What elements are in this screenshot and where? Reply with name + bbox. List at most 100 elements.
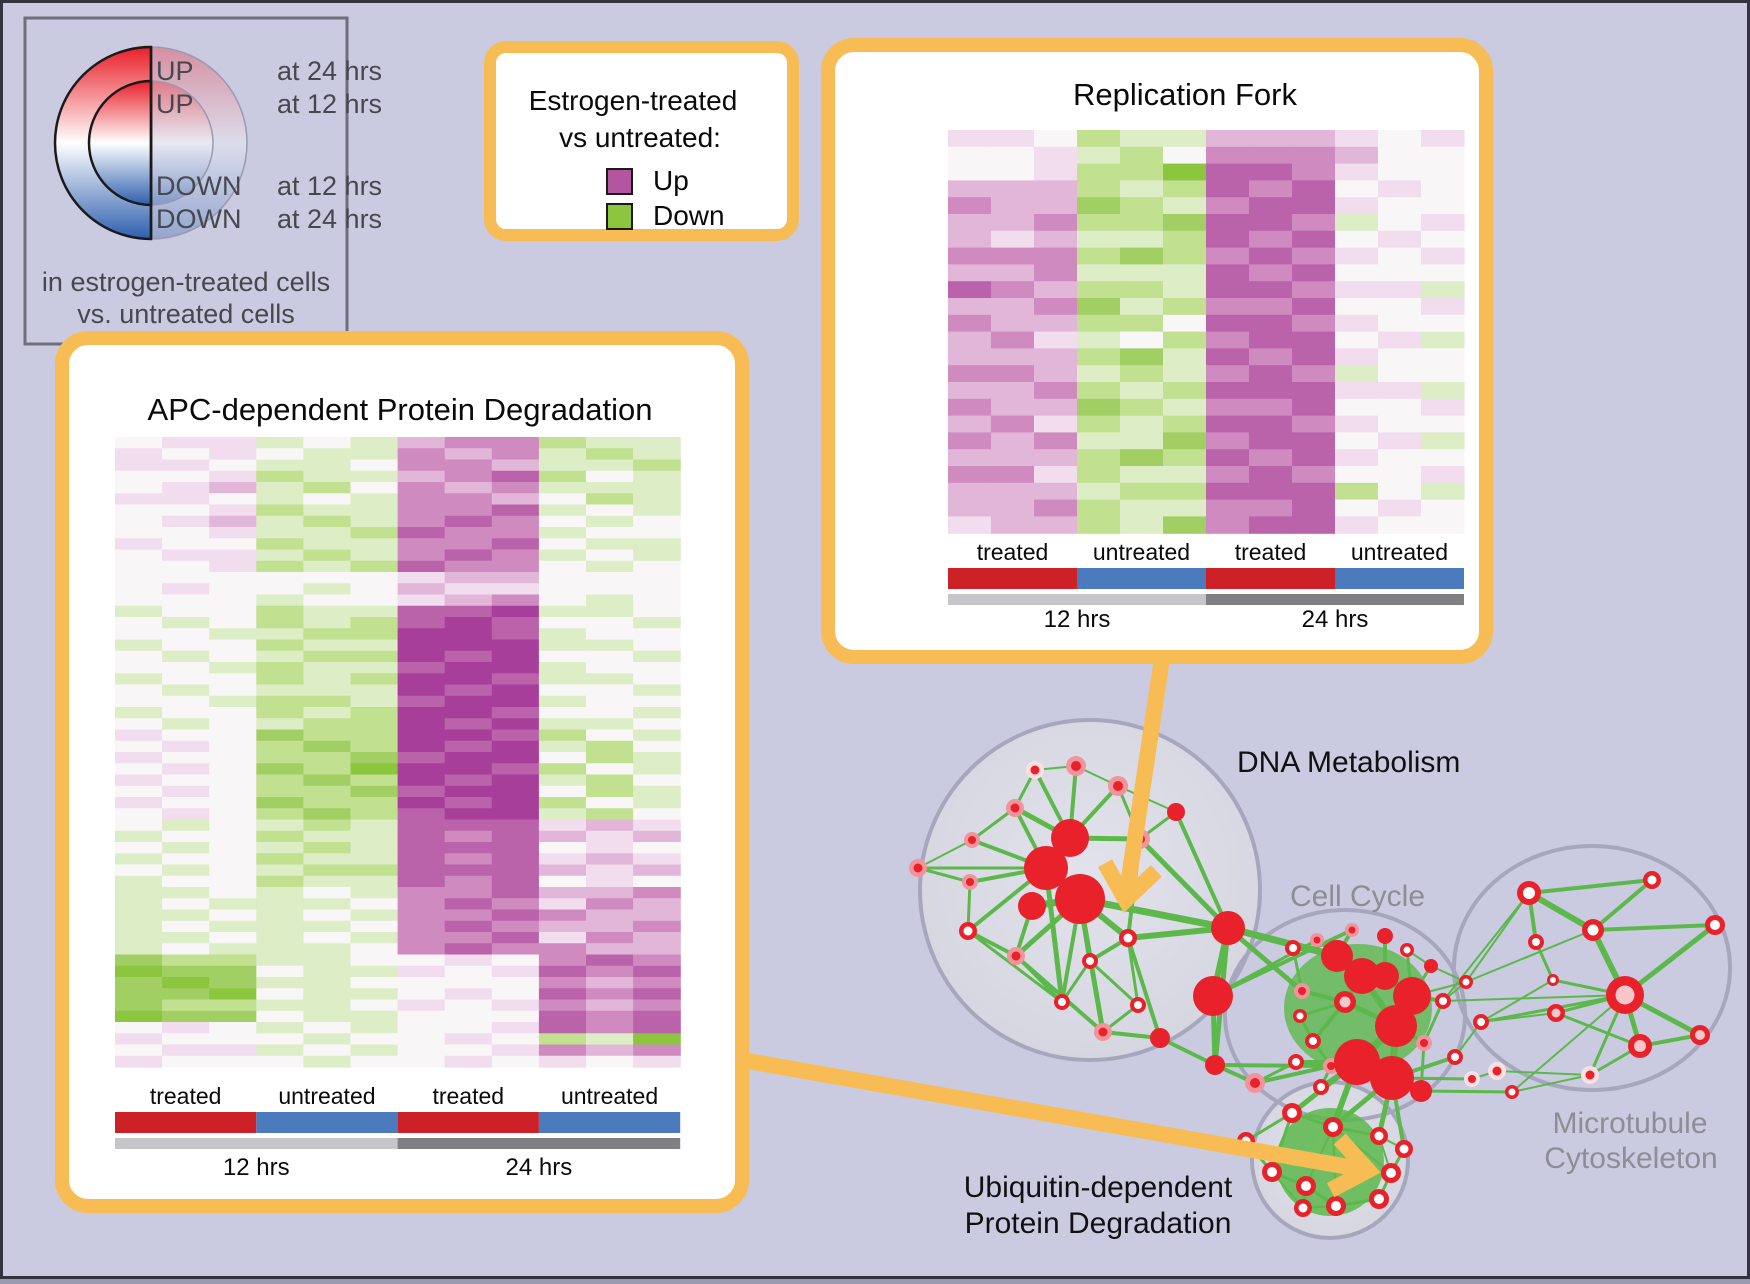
heatmap-cell (1163, 247, 1207, 265)
heatmap-cell (1120, 298, 1164, 316)
heatmap-cell (948, 331, 992, 349)
gene-node (1167, 803, 1185, 821)
heatmap-cell (1335, 365, 1379, 383)
time-label: 12 hrs (1044, 606, 1111, 633)
heatmap-cell (209, 1033, 257, 1046)
heatmap-cell (303, 650, 352, 663)
gene-node (1393, 977, 1431, 1015)
heatmap-cell (1206, 415, 1250, 433)
heatmap-cell (1077, 163, 1121, 181)
heatmap-cell (444, 830, 493, 843)
heatmap-cell (256, 650, 304, 663)
heatmap-cell (444, 909, 493, 922)
heatmap-cell (209, 549, 257, 562)
heatmap-cell (444, 695, 493, 708)
gene-node-center (1134, 1001, 1142, 1009)
heatmap-cell (633, 842, 681, 854)
heatmap-cell (209, 785, 257, 798)
heatmap-cell (209, 470, 257, 483)
inner-halfcircle-treated (87, 79, 153, 207)
heatmap-cell (1249, 382, 1293, 400)
heatmap-cell (538, 932, 587, 944)
heatmap-cell (256, 729, 304, 742)
heatmap-cell (1163, 146, 1207, 165)
heatmap-cell (538, 707, 587, 719)
network-edge (1555, 1011, 1641, 1048)
heatmap-cell (1206, 146, 1250, 165)
heatmap-cell (209, 853, 257, 866)
heatmap-cell (491, 1033, 540, 1046)
down-swatch-label: Down (653, 200, 725, 231)
heatmap-cell (991, 348, 1035, 366)
heatmap-cell (491, 977, 540, 989)
heatmap-cell (1077, 298, 1121, 316)
heatmap-cell (115, 482, 163, 494)
heatmap-cell (303, 943, 352, 956)
heatmap-cell (586, 470, 634, 483)
heatmap-cell (991, 449, 1035, 467)
heatmap-cell (256, 965, 304, 978)
heatmap-cell (303, 538, 352, 551)
heatmap-cell (948, 197, 992, 215)
heatmap-cell (1249, 214, 1293, 232)
heatmap-cell (633, 943, 681, 956)
heatmap-cell (1292, 348, 1336, 366)
heatmap-cell (538, 594, 587, 607)
heatmap-cell (1378, 382, 1422, 400)
heatmap-cell (586, 662, 634, 674)
heatmap-cell (209, 797, 257, 809)
heatmap-cell (162, 875, 210, 888)
heatmap-cell (303, 797, 352, 809)
network-edge (1043, 867, 1065, 1003)
heatmap-cell (256, 797, 304, 809)
heatmap-cell (115, 763, 163, 776)
heatmap-cell (115, 437, 163, 449)
heatmap-cell (1421, 449, 1465, 467)
heatmap-cell (162, 932, 210, 944)
heatmap-cell (209, 763, 257, 776)
heatmap-cell (256, 842, 304, 854)
heatmap-cell (586, 943, 634, 956)
gene-node-center (1010, 803, 1020, 813)
heatmap-cell (1421, 398, 1465, 417)
heatmap-cell (162, 538, 210, 551)
heatmap-cell (209, 538, 257, 551)
network-edge (1270, 1112, 1294, 1173)
hrs24-bar (1206, 594, 1464, 605)
heatmap-cell (397, 515, 446, 528)
untreated-bar (1077, 568, 1206, 589)
heatmap-cell (209, 628, 257, 641)
heatmap-cell (115, 1022, 163, 1034)
heatmap-cell (491, 493, 540, 506)
heatmap-cell (162, 628, 210, 641)
heatmap-cell (256, 662, 304, 674)
heatmap-cell (1120, 398, 1164, 417)
gene-node-center (1113, 781, 1123, 791)
network-edge (1174, 811, 1230, 929)
heatmap-cell (491, 1022, 540, 1034)
heatmap-cell (162, 493, 210, 506)
heatmap-cell (633, 560, 681, 573)
heatmap-cell (633, 493, 681, 506)
gene-node (1051, 819, 1089, 857)
gene-node-center (1634, 1040, 1646, 1052)
heatmap-cell (162, 1055, 210, 1068)
heatmap-cell (303, 493, 352, 506)
heatmap-cell (303, 977, 352, 989)
heatmap-cell (162, 605, 210, 618)
heatmap-cell (1421, 281, 1465, 299)
heatmap-cell (209, 583, 257, 596)
heatmap-cell (586, 977, 634, 989)
heatmap-cell (115, 752, 163, 764)
heatmap-cell (256, 572, 304, 584)
heatmap-cell (444, 482, 493, 494)
heatmap-cell (538, 1010, 587, 1023)
heatmap-cell (397, 999, 446, 1012)
heatmap-cell (1421, 331, 1465, 349)
heatmap-cell (586, 527, 634, 539)
heatmap-cell (948, 130, 992, 148)
heatmap-cell (1421, 466, 1465, 484)
heatmap-cell (633, 650, 681, 663)
heatmap-cell (1163, 482, 1207, 501)
heatmap-cell (444, 797, 493, 809)
